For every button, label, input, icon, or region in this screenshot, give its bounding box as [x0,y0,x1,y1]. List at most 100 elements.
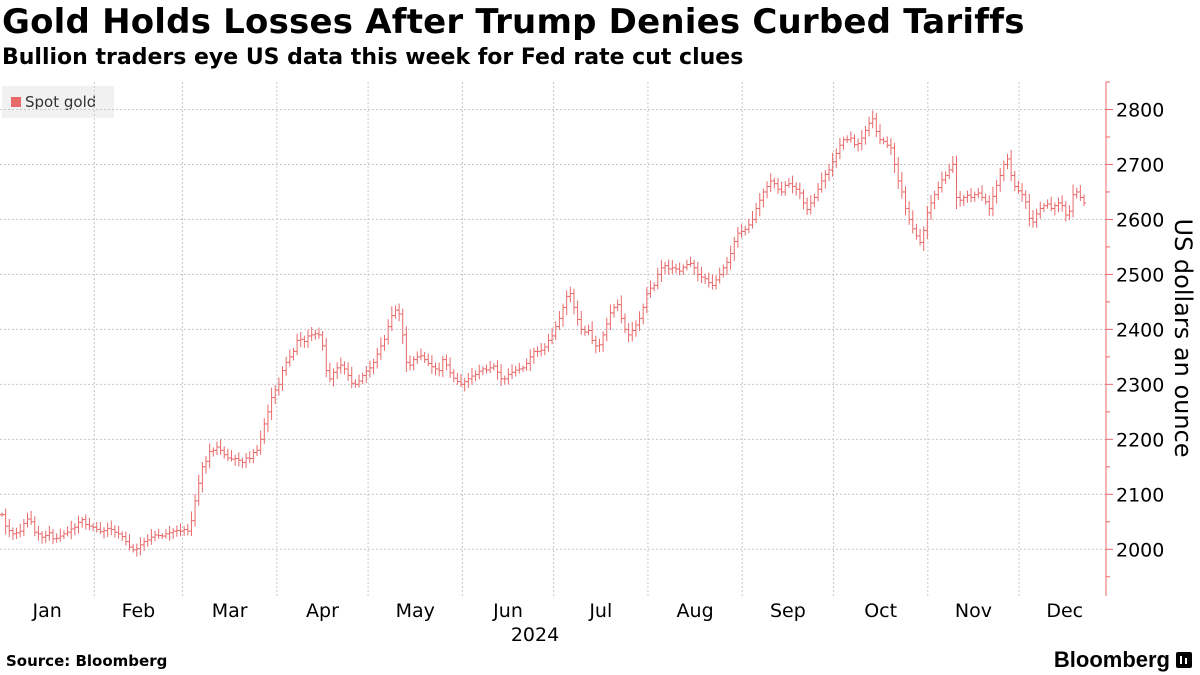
ohlc-bar [921,226,926,251]
ohlc-bar [524,358,529,371]
ohlc-bar [601,331,606,352]
ohlc-bar [127,534,132,551]
ohlc-bar [375,347,380,369]
ohlc-bar [1071,184,1076,218]
ohlc-bar [211,447,216,457]
ohlc-bar [448,357,453,378]
ohlc-bar [885,136,890,148]
ohlc-bar [54,533,59,543]
ohlc-bar [655,267,660,290]
ohlc-bar [797,182,802,200]
ohlc-bar [120,531,125,541]
ohlc-bar [648,280,653,298]
axes: 2000 2100 2200 2300 2400 2500 2600 2700 2800 Jan F… [32,81,1197,646]
ohlc-bar [710,274,715,290]
x-tick-label: Apr [306,600,339,622]
ohlc-bar [586,324,591,336]
x-tick-label: Jan [32,600,62,622]
ohlc-bar [0,512,4,517]
x-tick-label: Dec [1046,600,1083,622]
ohlc-bar [488,360,493,374]
legend-swatch [11,97,21,107]
ohlc-bar [1082,194,1086,206]
ohlc-bar [167,526,172,541]
ohlc-bar [557,311,562,331]
ohlc-bar [907,201,912,225]
ohlc-bar [393,305,398,319]
legend-label: Spot gold [25,93,97,111]
ohlc-bar [936,181,941,201]
brand-name: Bloomberg [1053,647,1170,672]
ohlc-bar [116,525,121,539]
x-year-label: 2024 [511,624,559,646]
ohlc-bar [684,259,689,271]
ohlc-bar [236,452,241,467]
ohlc-bar [426,353,431,367]
ohlc-bar [892,142,897,173]
ohlc-bar [896,157,901,189]
ohlc-bar [1078,185,1083,202]
ohlc-bar [495,360,500,380]
ohlc-bar [841,136,846,150]
ohlc-bar [772,177,777,189]
ohlc-bar [1060,195,1065,212]
ohlc-bar [404,326,409,372]
ohlc-bar [867,116,872,137]
ohlc-bar [349,366,354,389]
ohlc-bar [69,520,74,540]
ohlc-bar [327,362,332,383]
ohlc-bar [979,185,984,201]
ohlc-bar [910,210,915,234]
ohlc-bar [444,354,449,371]
ohlc-bar [783,181,788,196]
ohlc-bar [848,131,853,143]
ohlc-bar [735,226,740,248]
ohlc-bar [688,256,693,267]
ohlc-bar [25,512,30,528]
ohlc-bar [1056,197,1061,213]
x-tick-label: Oct [864,600,897,622]
ohlc-bar [739,224,744,238]
ohlc-bar [750,210,755,229]
ohlc-bar [477,364,482,380]
ohlc-bar [925,205,930,240]
ohlc-bar [1020,183,1025,202]
ohlc-bar [1052,202,1057,216]
ohlc-bar [295,333,300,356]
ohlc-bar [185,523,190,536]
ohlc-bar [123,531,128,546]
y-tick-label: 2200 [1116,429,1164,451]
y-tick-label: 2300 [1116,374,1164,396]
ohlc-bar [346,362,351,381]
ohlc-bar [888,138,893,155]
ohlc-bar [269,387,274,421]
ohlc-bar [91,523,96,531]
ohlc-bar [754,202,759,224]
ohlc-bar [546,333,551,352]
ohlc-bar [229,450,234,462]
ohlc-bar [284,356,289,376]
ohlc-bar [976,187,981,199]
ohlc-bar [775,177,780,194]
ohlc-bar [539,342,544,357]
ohlc-bar [287,349,292,367]
ohlc-bar [965,190,970,203]
ohlc-bar [506,368,511,385]
y-tick-label: 2400 [1116,319,1164,341]
ohlc-bar [553,321,558,341]
ohlc-bar [153,530,158,542]
ohlc-bar [947,163,952,180]
ohlc-bar [280,366,285,391]
bar-chart-icon [1176,652,1192,668]
ohlc-bar [222,446,227,459]
ohlc-bar [928,194,933,220]
ohlc-bar [61,530,66,540]
ohlc-bar [233,454,238,466]
ohlc-bar [779,181,784,196]
ohlc-bar [43,530,48,543]
ohlc-bar [94,522,99,533]
ohlc-bar [193,494,198,527]
ohlc-bar [881,137,886,145]
ohlc-bar [218,439,223,455]
ohlc-bar [302,335,307,348]
